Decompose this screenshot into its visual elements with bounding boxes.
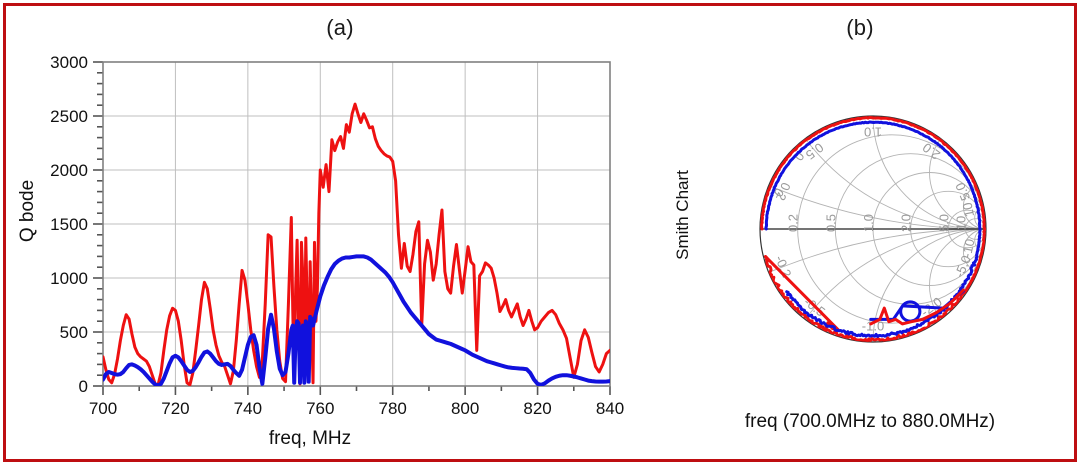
smith-reactance-label: -10 — [959, 238, 977, 259]
smith-reactance-label: 0.2 — [773, 180, 794, 202]
panel-a-xtick-label: 720 — [161, 399, 189, 418]
panel-a-xtick-label: 740 — [234, 399, 262, 418]
panel-b-title: (b) — [846, 15, 874, 40]
panel-a-qbode: (a) Q bode freq, MHz 700 720 740 760 780 800 8… — [17, 15, 624, 449]
panel-b-plot: 0.2 0.5 1.0 2.0 5.0 100.2-0.20.5-0.51.0-1.02.… — [759, 115, 987, 343]
panel-a-series-measured — [103, 102, 610, 386]
panel-a-ytick-label: 1500 — [50, 215, 88, 234]
smith-reactance-label: 1.0 — [864, 124, 882, 139]
smith-trace-simulated — [764, 120, 982, 338]
panel-a-xtick-label: 840 — [596, 399, 624, 418]
panel-a-xtick-label: 700 — [89, 399, 117, 418]
panel-a-ytick-label: 2000 — [50, 161, 88, 180]
panel-a-axes-frame — [102, 61, 611, 387]
smith-trace-measured — [760, 116, 986, 342]
panel-b-ylabel: Smith Chart — [673, 170, 692, 260]
panel-a-series — [103, 102, 610, 386]
smith-resistance-label: 5.0 — [936, 214, 951, 232]
panel-a-xtick-label: 780 — [379, 399, 407, 418]
smith-resistance-label: 2.0 — [899, 214, 914, 232]
panel-a-ytick-label: 500 — [60, 323, 88, 342]
panel-a-ytick-labels: 0 500 1000 1500 2000 2500 3000 — [50, 53, 88, 396]
smith-trace-measured-spikes — [869, 288, 965, 326]
panel-a-ytick-label: 1000 — [50, 269, 88, 288]
panel-b-smith: (b) Smith Chart freq (700.0MHz to 880.0M… — [640, 0, 1080, 465]
panel-a-minor-ticks — [97, 72, 575, 391]
panel-a-major-ticks — [93, 61, 611, 395]
panel-a-ylabel: Q bode — [17, 179, 38, 243]
smith-resistance-label: 0.5 — [823, 214, 838, 232]
smith-resistance-label: 0.2 — [786, 214, 801, 232]
panel-a-series-simulated — [103, 254, 610, 386]
panel-a-ytick-label: 0 — [79, 377, 88, 396]
panel-a-ytick-label: 3000 — [50, 53, 88, 72]
panel-a-ytick-label: 2500 — [50, 107, 88, 126]
panel-a-xlabel: freq, MHz — [268, 428, 352, 449]
panel-a-xtick-labels: 700 720 740 760 780 800 820 840 — [89, 399, 624, 418]
panel-a-title: (a) — [326, 15, 354, 40]
smith-trace-simulated-loop — [869, 289, 965, 323]
panel-b-caption: freq (700.0MHz to 880.0MHz) — [744, 411, 996, 432]
smith-reactance-label: 5.0 — [952, 180, 973, 202]
smith-grid-labels: 0.2 0.5 1.0 2.0 5.0 100.2-0.20.5-0.51.0-1.02.… — [771, 124, 978, 333]
panel-a-plot: 700 720 740 760 780 800 820 840 0 500 1000 1500 200… — [50, 53, 624, 418]
smith-reactance-label: -1.0 — [862, 319, 884, 334]
smith-grid — [760, 116, 986, 342]
smith-resistance-label: 10 — [953, 216, 968, 230]
smith-reactance-label: 10 — [959, 201, 977, 218]
panel-a-xtick-label: 760 — [306, 399, 334, 418]
smith-resistance-label: 1.0 — [861, 214, 876, 232]
panel-a-xtick-label: 820 — [523, 399, 551, 418]
panel-a-gridlines — [103, 62, 610, 386]
panel-a-xtick-label: 800 — [451, 399, 479, 418]
